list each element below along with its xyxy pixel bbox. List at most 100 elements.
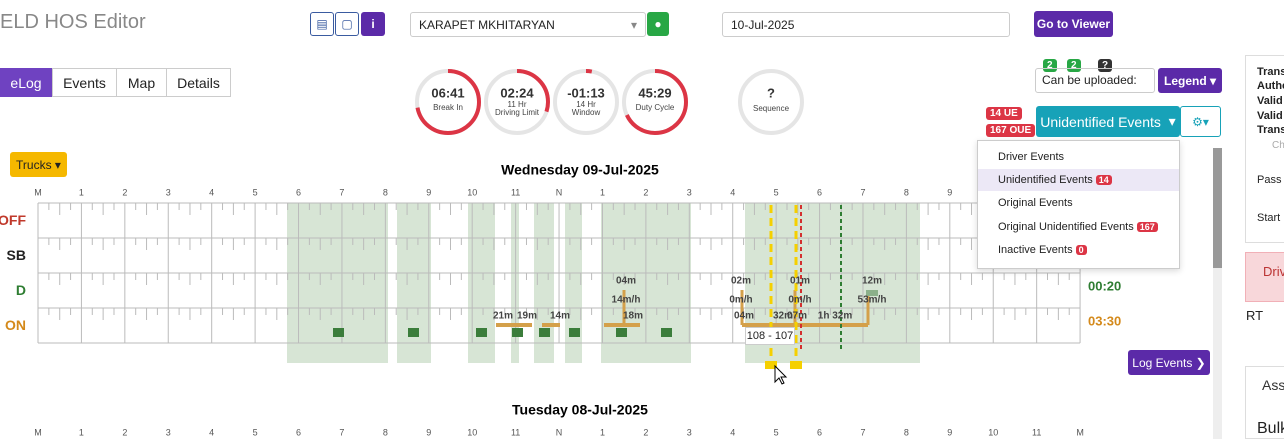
- hour-label: 10: [467, 187, 477, 197]
- truck-icon: [765, 361, 777, 369]
- annotation: 0m/h: [729, 295, 752, 306]
- gauge-label: Driving Limit: [495, 108, 540, 117]
- hour-label: 7: [860, 427, 865, 437]
- hour-label: 1: [600, 187, 605, 197]
- side-text: Autho: [1257, 80, 1284, 92]
- annotation: 14m/h: [612, 295, 641, 306]
- menu-badge: 0: [1075, 245, 1087, 255]
- hour-label: 2: [122, 427, 127, 437]
- tab[interactable]: Map: [116, 68, 167, 97]
- shade: [397, 203, 431, 363]
- gauge-label: Break In: [433, 103, 463, 112]
- truck-icon: [333, 328, 344, 337]
- side-text: Trans: [1257, 124, 1284, 136]
- annotation: 12m: [862, 276, 882, 287]
- side-text: Ass: [1262, 377, 1284, 393]
- trucks-button[interactable]: Trucks ▾: [10, 152, 67, 177]
- hour-label: 11: [1032, 427, 1041, 437]
- menu-label: Driver Events: [998, 151, 1065, 163]
- menu-label: Inactive Events: [998, 244, 1073, 256]
- hour-label: M: [1076, 427, 1084, 437]
- tooltip: 108 - 107: [745, 327, 795, 345]
- tab[interactable]: eLog: [0, 68, 52, 97]
- annotation: 02m: [731, 276, 751, 287]
- log-events-text: Log Events: [1132, 355, 1193, 370]
- annotation: 04m: [616, 276, 636, 287]
- truck-icon: [512, 328, 523, 337]
- status-label: OFF: [0, 212, 26, 228]
- tab[interactable]: Details: [166, 68, 231, 97]
- annotation: 21m: [493, 311, 513, 322]
- gauge-arc: [415, 69, 481, 135]
- driver-select[interactable]: KARAPET MKHITARYAN ▾: [410, 12, 646, 37]
- note-button[interactable]: ▢: [335, 12, 359, 36]
- viewer-button[interactable]: Go to Viewer: [1034, 11, 1113, 37]
- hour-label: 4: [730, 187, 735, 197]
- hour-label: N: [556, 427, 563, 437]
- hour-label: 4: [209, 187, 214, 197]
- hour-label: 10: [988, 427, 998, 437]
- menu-item[interactable]: Original Unidentified Events 167: [998, 221, 1158, 233]
- menu-highlight: [978, 169, 1179, 191]
- annotation: 19m: [517, 311, 537, 322]
- user-button[interactable]: ●: [647, 12, 669, 36]
- hour-label: 6: [296, 427, 301, 437]
- scroll-thumb[interactable]: [1213, 148, 1222, 268]
- hour-label: 7: [860, 187, 865, 197]
- hour-label: 3: [687, 427, 692, 437]
- hour-label: 5: [253, 187, 258, 197]
- sequence-label: Sequence: [753, 104, 790, 113]
- menu-badge: 14: [1095, 175, 1112, 185]
- gauge-value: -01:13: [567, 85, 605, 100]
- hour-label: N: [556, 187, 563, 197]
- annotation: 01m: [790, 276, 810, 287]
- hour-label: M: [34, 187, 42, 197]
- hour-label: 9: [426, 427, 431, 437]
- annotation: 14m: [550, 311, 570, 322]
- hour-label: 7: [339, 427, 344, 437]
- truck-icon: [476, 328, 487, 337]
- gauge-arc: [622, 69, 688, 135]
- upload-select[interactable]: Can be uploaded:: [1035, 68, 1155, 93]
- truck-icon: [569, 328, 580, 337]
- annotation: 04m: [734, 311, 754, 322]
- hour-label: 1: [79, 187, 84, 197]
- legend-text: Legend: [1163, 73, 1207, 88]
- legend-button[interactable]: Legend ▾: [1158, 68, 1222, 93]
- scrollbar[interactable]: [1213, 148, 1222, 439]
- sequence-value: ?: [767, 85, 775, 100]
- date-input[interactable]: 10-Jul-2025: [722, 12, 1010, 37]
- menu-item[interactable]: Unidentified Events 14: [998, 174, 1112, 186]
- doc-button[interactable]: ▤: [310, 12, 334, 36]
- settings-button[interactable]: ⚙▾: [1180, 106, 1221, 137]
- gauge-value: 45:29: [638, 85, 671, 100]
- total: 03:30: [1088, 313, 1121, 328]
- hour-label: 1: [79, 427, 84, 437]
- log-events-button[interactable]: Log Events ❯: [1128, 350, 1210, 375]
- tab[interactable]: Events: [52, 68, 117, 97]
- side-text: Pass: [1257, 174, 1282, 186]
- menu-item[interactable]: Original Events: [998, 197, 1073, 209]
- hour-label: 8: [904, 187, 909, 197]
- hour-label: 8: [383, 187, 388, 197]
- info-button[interactable]: i: [361, 12, 385, 36]
- side-text: Start: [1257, 212, 1281, 224]
- hour-label: 6: [296, 187, 301, 197]
- menu-badge: 167: [1136, 222, 1158, 232]
- sequence-ring: [738, 69, 804, 135]
- menu-item[interactable]: Driver Events: [998, 151, 1064, 163]
- gauge-value: 02:24: [500, 85, 534, 100]
- app-title: ELD HOS Editor: [0, 11, 146, 33]
- truck-icon: [790, 361, 802, 369]
- annotation: 0m/h: [788, 295, 811, 306]
- annotation: 53m/h: [858, 295, 887, 306]
- hour-label: 1: [600, 427, 605, 437]
- gauge-label: 14 Hr: [576, 100, 596, 109]
- hour-label: 3: [166, 427, 171, 437]
- ue-dropdown[interactable]: Unidentified Events ▾: [1036, 106, 1180, 137]
- hour-label: 3: [166, 187, 171, 197]
- hour-label: 4: [730, 427, 735, 437]
- menu-item[interactable]: Inactive Events 0: [998, 244, 1087, 256]
- truck-icon: [408, 328, 419, 337]
